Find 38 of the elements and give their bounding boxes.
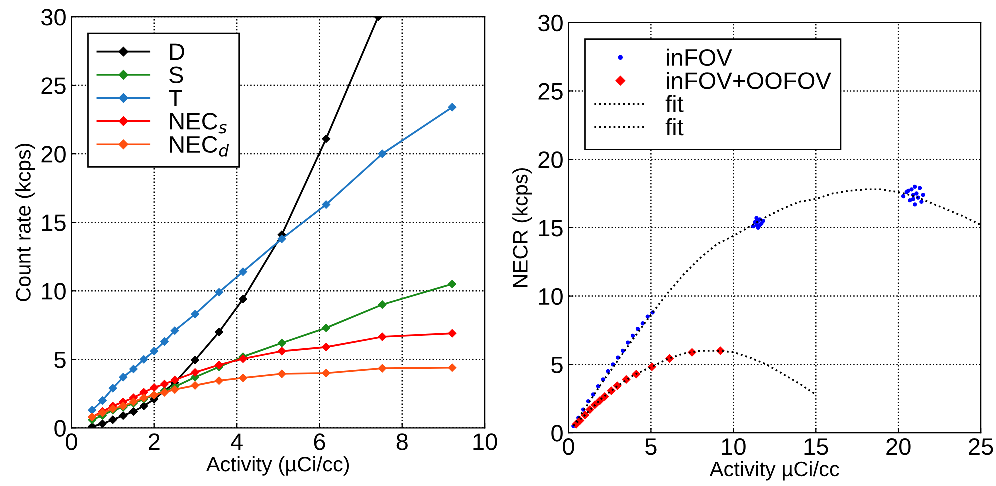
legend-label: S [170, 66, 184, 84]
y-axis-title: NECR (kcps) [512, 168, 532, 287]
legend-label: NEC$_{d}$ [170, 136, 230, 157]
y-tick-label: 30 [41, 9, 66, 26]
y-tick-label: 25 [42, 78, 66, 94]
legend-label: fit [666, 95, 684, 112]
y-tick-label: 10 [539, 288, 563, 306]
x-tick-label: 10 [722, 438, 746, 456]
x-tick-label: 6 [314, 434, 326, 450]
x-axis-title: Activity µCi/cc [710, 461, 840, 481]
x-axis-title: Activity (µCi/cc) [206, 456, 350, 476]
x-tick-label: 10 [474, 434, 498, 450]
y-tick-label: 5 [552, 356, 563, 374]
legend-label: fit [666, 118, 684, 136]
x-tick-label: 8 [396, 434, 408, 450]
y-tick-label: 25 [538, 83, 563, 100]
y-tick-label: 5 [54, 352, 66, 368]
legend-label: inFOV+OOFOV [667, 72, 832, 90]
y-tick-label: 20 [42, 146, 66, 163]
legend-label: D [170, 44, 184, 60]
x-tick-label: 20 [886, 438, 911, 456]
x-tick-label: 2 [149, 434, 160, 450]
y-tick-label: 10 [42, 283, 66, 300]
y-tick-label: 0 [54, 420, 66, 437]
legend-label: inFOV [667, 48, 732, 66]
x-tick-label: 4 [231, 434, 243, 450]
x-tick-label: 5 [646, 438, 657, 456]
y-tick-label: 15 [539, 220, 563, 237]
y-axis-title: Count rate (kcps) [16, 144, 36, 302]
legend-label: NEC$_{s}$ [170, 113, 227, 134]
y-tick-label: 15 [42, 214, 66, 232]
x-tick-label: 25 [969, 438, 994, 456]
x-tick-label: 0 [563, 438, 574, 456]
legend-label: T [169, 90, 182, 106]
y-tick-label: 20 [538, 152, 563, 168]
x-tick-label: 0 [66, 434, 78, 450]
x-tick-label: 15 [804, 438, 828, 456]
y-tick-label: 30 [538, 14, 563, 32]
